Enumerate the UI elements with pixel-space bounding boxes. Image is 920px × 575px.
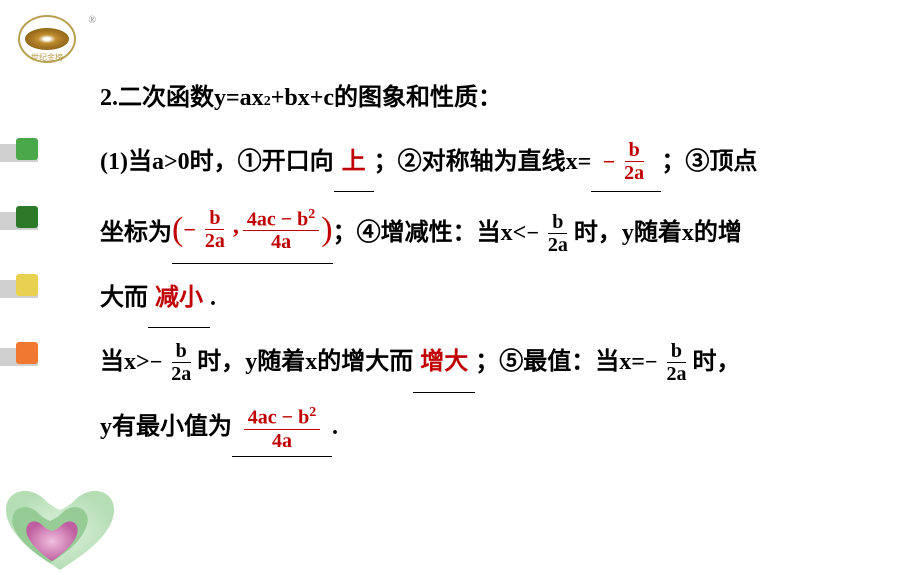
line-2: 坐标为 ( − b2a , 4ac − b24a ) ；④增减性：当x< − b… (100, 198, 890, 263)
answer-vertex: ( − b2a , 4ac − b24a ) (172, 198, 333, 262)
l2-text-c: 时，y随着x的增 (574, 205, 742, 263)
line-1: (1)当a>0时，①开口向 上 ；②对称轴为直线x= − b2a ；③顶点 (100, 134, 890, 193)
fraction-neg-b-2a-1: − b2a (526, 207, 574, 260)
title-part-a: 2.二次函数y=ax (100, 70, 264, 128)
sidebar-tab-4[interactable] (0, 342, 38, 372)
fraction-neg-b-2a-2: − b2a (150, 336, 198, 389)
answer-minvalue: 4ac − b2 4a (244, 405, 320, 452)
title-part-b: +bx+c的图象和性质： (271, 70, 502, 128)
line-3: 大而 减小 . (100, 270, 890, 329)
l2-text-a: 坐标为 (100, 205, 172, 263)
sidebar-tab-3[interactable] (0, 274, 38, 304)
l2-text-b: ；④增减性：当x< (333, 205, 527, 263)
registered-icon: ® (88, 15, 96, 26)
l4-text-d: 时， (692, 334, 740, 392)
l3-text-a: 大而 (100, 270, 148, 328)
l5-text-b: . (332, 399, 338, 457)
fraction-neg-b-2a-3: − b2a (645, 336, 693, 389)
blank-vertex: ( − b2a , 4ac − b24a ) (172, 198, 333, 263)
l1-text-b: ；②对称轴为直线x= (374, 134, 592, 192)
title-line: 2.二次函数y=ax2+bx+c的图象和性质： (100, 70, 890, 128)
blank-decrease: 减小 (148, 270, 210, 329)
brand-logo: 世纪金榜 ® (18, 15, 88, 70)
l1-text-c: ；③顶点 (661, 134, 757, 192)
logo-text: 世纪金榜 (31, 52, 63, 63)
l4-text-c: ；⑤最值：当x= (475, 334, 645, 392)
superscript-2: 2 (264, 85, 271, 119)
blank-minvalue: 4ac − b2 4a (232, 399, 332, 458)
blank-increase: 增大 (413, 334, 475, 393)
l3-text-b: . (210, 270, 216, 328)
heart-decoration-icon (0, 445, 130, 575)
l4-text-b: 时，y随着x的增大而 (197, 334, 413, 392)
line-4: 当x> − b2a 时，y随着x的增大而 增大 ；⑤最值：当x= − b2a 时… (100, 334, 890, 393)
sidebar-tab-1[interactable] (0, 138, 38, 168)
answer-increase: 增大 (420, 349, 468, 375)
blank-axis: − b2a (591, 134, 661, 193)
answer-up: 上 (342, 149, 366, 175)
main-content: 2.二次函数y=ax2+bx+c的图象和性质： (1)当a>0时，①开口向 上 … (100, 70, 890, 463)
l5-text-a: y有最小值为 (100, 399, 232, 457)
answer-axis-fraction: − b2a (603, 136, 651, 189)
sidebar-tabs (0, 138, 38, 410)
answer-decrease: 减小 (155, 285, 203, 311)
blank-direction: 上 (334, 134, 374, 193)
sidebar-tab-2[interactable] (0, 206, 38, 236)
line-5: y有最小值为 4ac − b2 4a . (100, 399, 890, 458)
l4-text-a: 当x> (100, 334, 150, 392)
l1-text-a: (1)当a>0时，①开口向 (100, 134, 334, 192)
